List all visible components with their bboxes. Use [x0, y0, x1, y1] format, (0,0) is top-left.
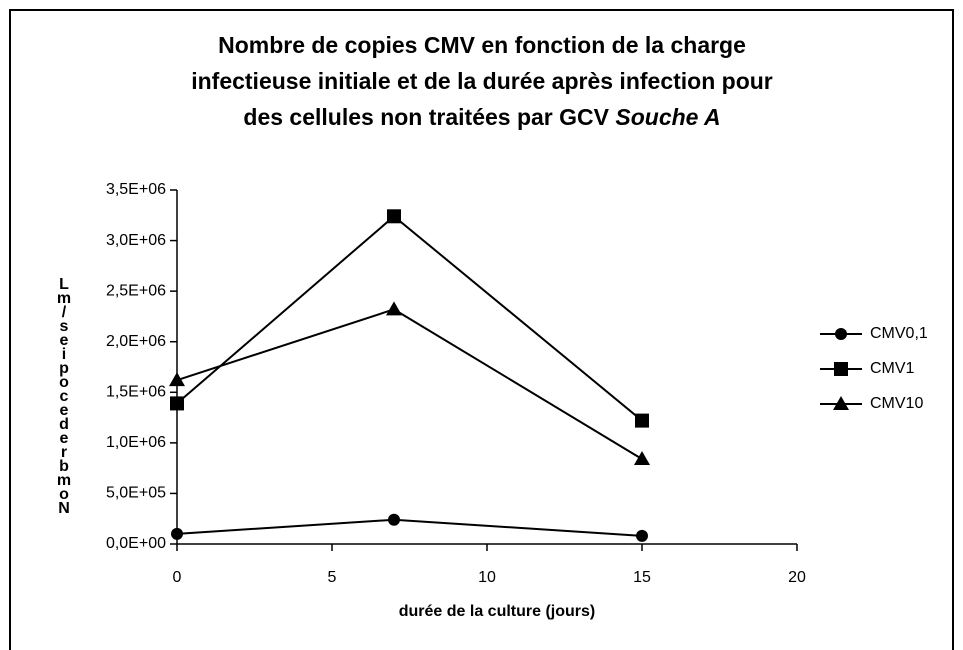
- marker: [388, 513, 400, 526]
- legend-label: CMV10: [870, 395, 923, 412]
- y-label-char: b: [59, 458, 69, 475]
- legend-label: CMV1: [870, 360, 915, 377]
- y-label-char: o: [59, 374, 69, 391]
- y-label-char: r: [61, 444, 67, 461]
- y-label-char: e: [60, 402, 69, 419]
- y-label-char: p: [59, 360, 69, 377]
- y-label-char: L: [59, 276, 69, 293]
- y-label-char: o: [59, 486, 69, 503]
- y-tick-label: 2,0E+06: [106, 333, 166, 350]
- y-tick-label: 3,0E+06: [106, 232, 166, 249]
- legend-marker: [834, 362, 848, 376]
- x-tick-label: 10: [478, 569, 496, 586]
- marker: [636, 529, 648, 542]
- marker: [634, 451, 650, 466]
- y-tick-label: 2,5E+06: [106, 282, 166, 299]
- y-tick-label: 3,5E+06: [106, 181, 166, 198]
- y-label-char: m: [57, 290, 71, 307]
- chart-title: Nombre de copies CMV en fonction de la c…: [218, 32, 746, 58]
- marker: [169, 372, 185, 387]
- legend-label: CMV0,1: [870, 325, 928, 342]
- x-axis-label: durée de la culture (jours): [399, 603, 595, 620]
- x-tick-label: 20: [788, 569, 806, 586]
- legend-marker: [833, 396, 849, 410]
- x-tick-label: 5: [328, 569, 337, 586]
- y-label-char: m: [57, 472, 71, 489]
- marker: [170, 396, 184, 411]
- y-tick-label: 0,0E+00: [106, 535, 166, 552]
- y-label-char: e: [60, 430, 69, 447]
- y-label-char: d: [59, 416, 69, 433]
- y-label-char: c: [60, 388, 69, 405]
- x-tick-label: 0: [173, 569, 182, 586]
- y-label-char: /: [62, 304, 67, 321]
- y-tick-label: 1,0E+06: [106, 434, 166, 451]
- y-label-char: e: [60, 332, 69, 349]
- marker: [387, 209, 401, 224]
- y-label-char: N: [58, 500, 70, 517]
- x-tick-label: 15: [633, 569, 651, 586]
- marker: [635, 413, 649, 428]
- title-part: Souche A: [615, 104, 720, 130]
- title-part: des cellules non traitées par GCV: [243, 104, 615, 130]
- marker: [386, 301, 402, 316]
- y-tick-label: 1,5E+06: [106, 384, 166, 401]
- chart-title: des cellules non traitées par GCV Souche…: [243, 104, 720, 130]
- y-tick-label: 5,0E+05: [106, 485, 166, 502]
- legend-marker: [835, 328, 847, 340]
- y-label-char: s: [60, 318, 69, 335]
- chart-title: infectieuse initiale et de la durée aprè…: [191, 68, 773, 94]
- frame: [9, 9, 954, 650]
- marker: [171, 527, 183, 540]
- y-label-char: i: [62, 346, 66, 363]
